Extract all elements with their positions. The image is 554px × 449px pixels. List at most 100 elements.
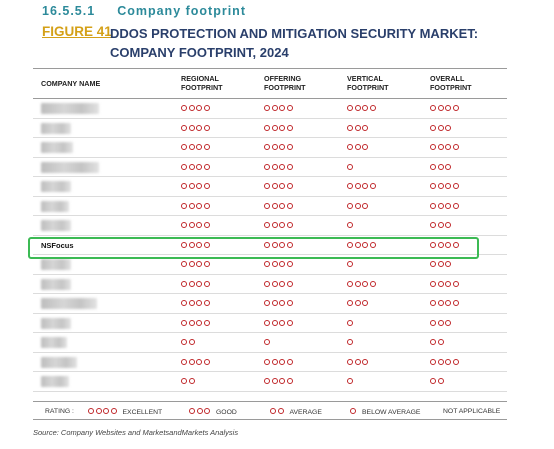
rating-dot xyxy=(181,378,187,384)
rating-dot xyxy=(452,280,459,287)
rating-dot xyxy=(264,202,270,209)
vertical-rating xyxy=(347,358,368,367)
offering-rating xyxy=(264,319,293,328)
table-row: NSFocus xyxy=(33,236,507,255)
offering-rating xyxy=(264,378,293,386)
rating-dot xyxy=(271,261,278,267)
regional-rating xyxy=(181,163,210,172)
rating-dot xyxy=(286,124,293,131)
rating-dot xyxy=(362,124,368,131)
legend-dots xyxy=(189,408,210,416)
rating-dot xyxy=(286,163,293,170)
rating-dot xyxy=(437,124,444,131)
rating-dot xyxy=(286,378,293,384)
table-header: COMPANY NAME REGIONAL FOOTPRINT OFFERING… xyxy=(33,69,507,99)
header-vertical: VERTICAL FOOTPRINT xyxy=(347,74,389,92)
rating-dot xyxy=(196,124,202,131)
company-name: NSFocus xyxy=(41,240,74,250)
figure-label: FIGURE 41 xyxy=(42,24,112,39)
regional-rating xyxy=(181,339,195,347)
rating-dot xyxy=(430,319,436,326)
section-title: Company footprint xyxy=(117,4,246,18)
figure-title: DDOS PROTECTION AND MITIGATION SECURITY … xyxy=(110,26,479,60)
rating-dot xyxy=(188,300,195,306)
rating-dot xyxy=(437,358,444,365)
rating-dot xyxy=(347,241,353,248)
rating-dot xyxy=(196,163,202,170)
rating-dot xyxy=(271,319,278,326)
rating-dot xyxy=(286,144,293,150)
rating-dot xyxy=(354,144,361,150)
rating-dot xyxy=(437,202,444,209)
rating-dot xyxy=(188,241,195,248)
rating-dot xyxy=(347,124,353,131)
rating-dot xyxy=(277,408,284,414)
rating-dot xyxy=(279,144,285,150)
rating-dot xyxy=(196,144,202,150)
rating-dot xyxy=(279,358,285,365)
rating-dot xyxy=(445,319,451,326)
rating-dot xyxy=(203,300,210,306)
rating-dot xyxy=(204,408,210,414)
rating-dot xyxy=(350,408,356,414)
rating-dot xyxy=(203,124,210,131)
rating-dot xyxy=(279,300,285,306)
rating-dot xyxy=(362,300,368,306)
rating-dot xyxy=(362,280,368,287)
rating-dot xyxy=(188,105,195,111)
vertical-rating xyxy=(347,222,353,230)
header-company: COMPANY NAME xyxy=(41,79,101,88)
rating-dot xyxy=(430,163,436,170)
overall-rating xyxy=(430,202,459,211)
regional-rating xyxy=(181,280,210,289)
rating-dot xyxy=(188,163,195,170)
source-note: Source: Company Websites and MarketsandM… xyxy=(33,428,239,437)
regional-rating xyxy=(181,183,210,191)
rating-dot xyxy=(279,105,285,111)
vertical-rating xyxy=(347,124,368,133)
rating-dot xyxy=(264,222,270,228)
table-row xyxy=(33,119,507,138)
redacted-company-name xyxy=(41,337,67,348)
overall-rating xyxy=(430,300,459,308)
header-regional: REGIONAL FOOTPRINT xyxy=(181,74,223,92)
rating-dot xyxy=(362,183,368,189)
offering-rating xyxy=(264,163,293,172)
rating-dot xyxy=(279,124,285,131)
rating-dot xyxy=(271,163,278,170)
offering-rating xyxy=(264,280,293,289)
rating-dot xyxy=(203,144,210,150)
rating-dot xyxy=(271,105,278,111)
rating-dot xyxy=(430,222,436,228)
rating-dot xyxy=(203,202,210,209)
rating-dot xyxy=(430,300,436,306)
rating-dot xyxy=(354,202,361,209)
rating-dot xyxy=(437,241,444,248)
rating-dot xyxy=(196,358,202,365)
rating-dot xyxy=(279,183,285,189)
rating-dot xyxy=(196,105,202,111)
rating-dot xyxy=(430,241,436,248)
rating-dot xyxy=(279,261,285,267)
rating-dot xyxy=(452,300,459,306)
rating-dot xyxy=(271,358,278,365)
rating-dot xyxy=(445,280,451,287)
rating-dot xyxy=(445,163,451,170)
rating-dot xyxy=(271,222,278,228)
rating-dot xyxy=(430,202,436,209)
rating-dot xyxy=(369,280,376,287)
regional-rating xyxy=(181,202,210,211)
legend-dots xyxy=(350,408,356,416)
rating-dot xyxy=(445,202,451,209)
rating-dot xyxy=(452,358,459,365)
rating-dot xyxy=(95,408,102,414)
regional-rating xyxy=(181,319,210,328)
redacted-company-name xyxy=(41,356,77,368)
rating-dot xyxy=(362,105,368,111)
vertical-rating xyxy=(347,378,353,386)
rating-dot xyxy=(203,261,210,267)
rating-dot xyxy=(445,124,451,131)
rating-dot xyxy=(430,358,436,365)
rating-dot xyxy=(181,183,187,189)
rating-dot xyxy=(445,261,451,267)
